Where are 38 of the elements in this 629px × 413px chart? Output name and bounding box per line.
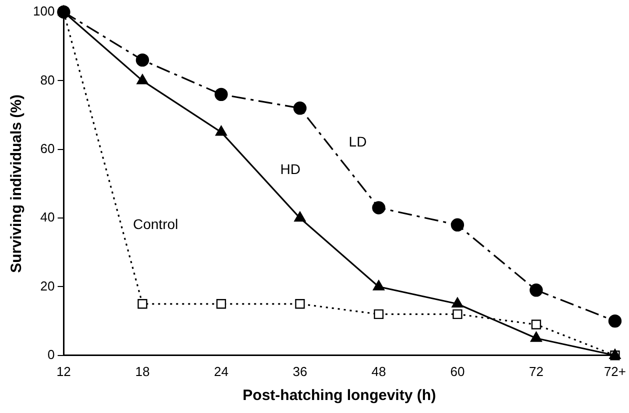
point (214, 88, 228, 102)
y-tick-label: 60 (40, 140, 55, 156)
point (452, 297, 464, 308)
x-tick-label: 12 (56, 364, 71, 379)
point (450, 218, 464, 232)
x-tick-label: 24 (214, 364, 228, 379)
point (530, 332, 542, 342)
point (216, 299, 226, 309)
point (295, 299, 305, 309)
point (452, 309, 462, 320)
y-tick-label: 20 (40, 278, 55, 294)
series-label: HD (280, 160, 300, 177)
point (293, 102, 307, 115)
series-label: Control (132, 216, 178, 232)
point (136, 74, 148, 84)
x-tick-label: 36 (292, 364, 308, 379)
point (138, 299, 148, 309)
point (374, 309, 384, 320)
y-tick-label: 0 (47, 346, 55, 362)
x-axis-title: Post-hatching longevity (h) (242, 387, 436, 404)
point (136, 53, 150, 67)
x-tick-label: 18 (135, 364, 150, 379)
point (530, 284, 543, 297)
point (215, 126, 227, 136)
point (531, 320, 542, 330)
point (294, 211, 306, 222)
y-tick-label: 100 (32, 4, 55, 19)
series-label: LD (348, 133, 367, 150)
y-tick-label: 80 (40, 72, 55, 88)
y-axis-title: Surviving individuals (%) (8, 94, 26, 273)
x-tick-label: 72 (528, 364, 544, 379)
y-tick-label: 40 (40, 210, 55, 225)
x-tick-label: 72+ (604, 364, 626, 379)
point (372, 201, 386, 214)
x-tick-label: 60 (450, 364, 465, 379)
point (372, 280, 385, 290)
x-tick-label: 48 (371, 364, 386, 379)
point (608, 314, 622, 328)
